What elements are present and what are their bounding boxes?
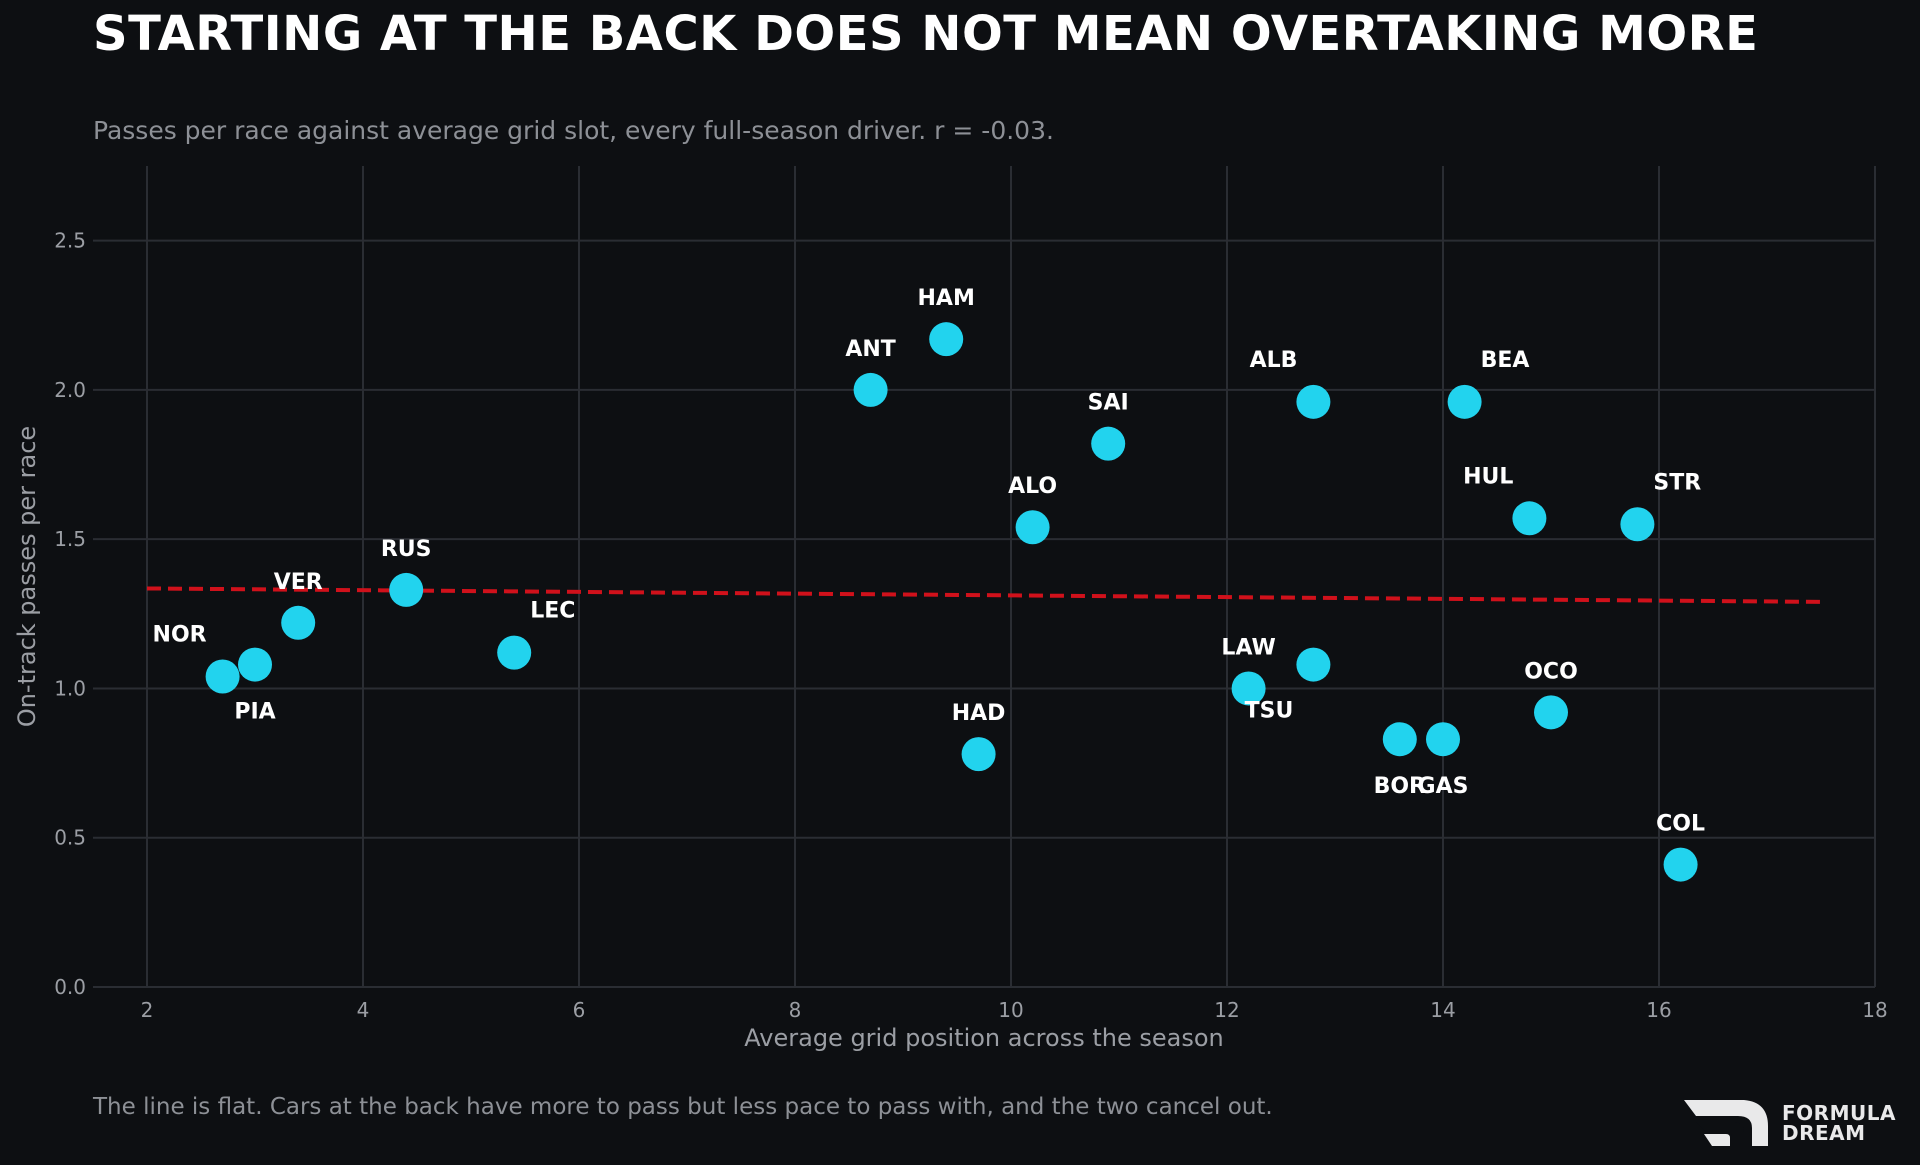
brand-logo: FORMULA DREAM: [1682, 1096, 1912, 1150]
logo-line-1: FORMULA: [1782, 1101, 1896, 1125]
footnote: The line is flat. Cars at the back have …: [93, 1094, 1273, 1120]
data-point: [238, 647, 272, 682]
point-label: ANT: [845, 337, 895, 362]
logo-mark-icon: [1684, 1100, 1768, 1146]
x-tick-label: 18: [1862, 998, 1887, 1022]
data-point: [1512, 501, 1547, 536]
data-point: [1620, 507, 1655, 542]
point-label: HAD: [952, 701, 1006, 726]
point-label: GAS: [1418, 774, 1469, 799]
point-label: TSU: [1245, 699, 1294, 724]
data-point: [1447, 384, 1482, 419]
point-label: STR: [1653, 470, 1701, 495]
point-label: LAW: [1221, 635, 1275, 660]
point-label: BEA: [1481, 348, 1530, 373]
data-point: [1382, 722, 1417, 757]
point-label: NOR: [153, 623, 207, 648]
data-point: [1296, 647, 1331, 682]
y-tick-label: 2.5: [54, 229, 86, 253]
x-tick-label: 6: [573, 998, 586, 1022]
data-point: [1091, 426, 1126, 461]
y-tick-label: 1.5: [54, 527, 86, 551]
x-tick-label: 8: [789, 998, 802, 1022]
logo-line-2: DREAM: [1782, 1121, 1866, 1145]
x-tick-label: 2: [141, 998, 154, 1022]
x-axis-label: Average grid position across the season: [744, 1024, 1223, 1052]
point-label: LEC: [530, 599, 575, 624]
y-tick-label: 0.5: [54, 826, 86, 850]
point-label: HUL: [1463, 464, 1513, 489]
point-label: PIA: [234, 700, 275, 725]
logo-text: FORMULA DREAM: [1782, 1103, 1896, 1143]
data-point: [1426, 722, 1460, 757]
data-point: [929, 322, 964, 357]
data-point: [1231, 671, 1266, 706]
data-point: [281, 605, 316, 640]
scatter-chart: 2 4 6 8 10 12 14 16 18 0.0 0.5 1.0 1.5 2.0 2.5 Average …: [13, 166, 1888, 1052]
chart-subtitle: Passes per race against average grid slo…: [93, 116, 1054, 145]
data-point: [497, 635, 532, 670]
data-point: [389, 572, 424, 607]
y-tick-label: 1.0: [54, 676, 86, 700]
data-point: [1296, 384, 1331, 419]
x-tick-label: 16: [1646, 998, 1671, 1022]
y-tick-label: 2.0: [54, 378, 86, 402]
data-point: [853, 372, 888, 407]
point-label: ALO: [1008, 474, 1057, 499]
data-point: [1663, 847, 1698, 882]
data-point: [1534, 695, 1568, 730]
data-point: [961, 737, 996, 772]
chart-title: STARTING AT THE BACK DOES NOT MEAN OVERT…: [93, 6, 1759, 62]
x-tick-label: 4: [357, 998, 370, 1022]
trend-line: [146, 586, 1822, 604]
point-label: VER: [274, 570, 323, 595]
point-label: BOR: [1374, 774, 1426, 799]
data-point: [1015, 510, 1050, 545]
point-label: OCO: [1524, 659, 1578, 684]
y-tick-label: 0.0: [54, 975, 86, 999]
data-point: [205, 659, 240, 694]
point-label: COL: [1656, 812, 1705, 837]
x-tick-label: 10: [998, 998, 1023, 1022]
point-label: ALB: [1250, 348, 1298, 373]
point-label: HAM: [918, 286, 975, 311]
point-label: SAI: [1088, 391, 1129, 416]
point-label: RUS: [381, 537, 432, 562]
x-tick-label: 12: [1214, 998, 1239, 1022]
y-axis-label: On-track passes per race: [13, 426, 41, 727]
x-tick-label: 14: [1430, 998, 1455, 1022]
